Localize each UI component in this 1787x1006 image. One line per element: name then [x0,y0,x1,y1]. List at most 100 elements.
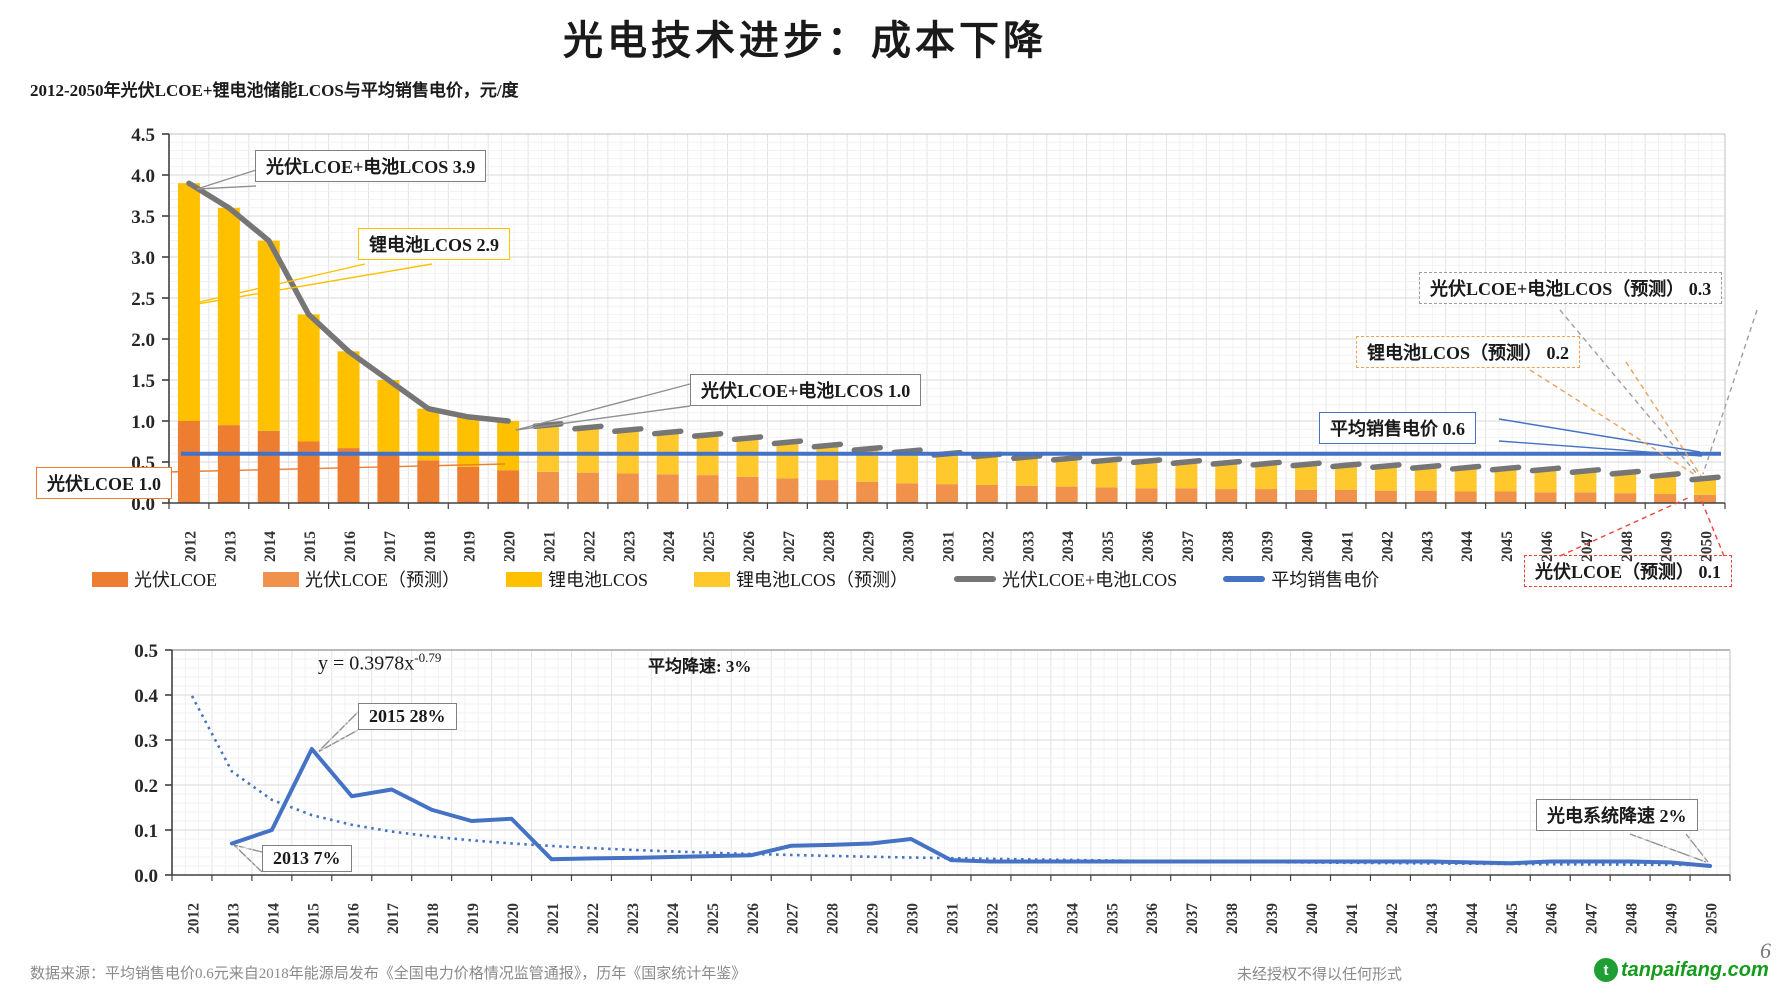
svg-text:2016: 2016 [342,531,359,562]
callout-avg-price-label: 平均销售电价 0.6 [1330,419,1465,439]
fit-equation-exponent: -0.79 [414,650,442,665]
svg-text:2038: 2038 [1224,903,1241,934]
svg-text:2027: 2027 [785,903,802,934]
legend-bar-swatch [694,571,731,587]
svg-text:2026: 2026 [745,903,762,934]
svg-text:2018: 2018 [422,531,439,562]
svg-text:2036: 2036 [1140,531,1157,562]
svg-text:2021: 2021 [545,903,562,934]
fit-equation-label: y = 0.3978x-0.79 [318,650,441,676]
legend-bar-swatch [92,571,128,587]
callout-start-2013: 2013 7% [262,845,352,872]
svg-text:2012: 2012 [185,903,202,934]
svg-text:2035: 2035 [1104,903,1121,934]
svg-text:2045: 2045 [1499,531,1516,562]
svg-text:2034: 2034 [1064,903,1081,934]
svg-text:3.5: 3.5 [131,207,155,228]
svg-text:2019: 2019 [465,903,482,934]
svg-text:2023: 2023 [625,903,642,934]
callout-peak-2015-label: 2015 28% [369,706,446,726]
svg-text:4.0: 4.0 [131,166,155,187]
svg-text:2050: 2050 [1704,903,1721,934]
svg-text:2.5: 2.5 [131,289,155,310]
svg-text:2046: 2046 [1539,531,1556,562]
legend-line-swatch [954,576,997,582]
svg-text:2033: 2033 [1024,903,1041,934]
svg-text:2026: 2026 [741,531,758,562]
svg-text:2041: 2041 [1344,903,1361,934]
svg-text:2039: 2039 [1264,903,1281,934]
svg-text:2047: 2047 [1579,531,1596,562]
svg-text:2013: 2013 [222,531,239,562]
legend-label: 锂电池LCOS [548,570,649,590]
svg-text:2032: 2032 [980,531,997,562]
svg-text:4.5: 4.5 [131,125,155,146]
callout-total-forecast: 光伏LCOE+电池LCOS（预测） 0.3 [1419,272,1723,304]
svg-text:2025: 2025 [701,531,718,562]
legend-line-swatch [1223,576,1266,582]
svg-text:2015: 2015 [305,903,322,934]
svg-text:2045: 2045 [1504,903,1521,934]
svg-text:0.0: 0.0 [131,494,155,515]
legend-bar-swatch [263,571,299,587]
legend-label: 光伏LCOE（预测） [305,570,460,590]
svg-text:2025: 2025 [705,903,722,934]
svg-text:2022: 2022 [581,531,598,562]
svg-text:2021: 2021 [542,531,559,562]
callout-pv-forecast-label: 光伏LCOE（预测） 0.1 [1535,562,1722,582]
svg-text:2042: 2042 [1379,531,1396,562]
svg-text:2014: 2014 [262,531,279,562]
svg-text:2044: 2044 [1459,531,1476,562]
callout-battery-2012-label: 锂电池LCOS 2.9 [369,235,500,255]
svg-text:2031: 2031 [941,531,958,562]
svg-text:1.5: 1.5 [131,371,155,392]
svg-text:2033: 2033 [1020,531,1037,562]
svg-text:2035: 2035 [1100,531,1117,562]
svg-text:2039: 2039 [1260,531,1277,562]
legend-label: 光伏LCOE+电池LCOS [1002,570,1178,590]
svg-text:2031: 2031 [945,903,962,934]
svg-text:0.3: 0.3 [134,731,158,752]
svg-text:2043: 2043 [1419,531,1436,562]
callout-avg-price: 平均销售电价 0.6 [1319,412,1476,444]
svg-text:2015: 2015 [302,531,319,562]
svg-text:2037: 2037 [1184,903,1201,934]
top-chart-legend: 光伏LCOE 光伏LCOE（预测） 锂电池LCOS 锂电池LCOS（预测） 光伏LCOE… [92,566,1379,592]
copyright-note: 未经授权不得以任何形式 [1237,967,1403,983]
leaf-icon: t [1594,958,1618,982]
svg-text:2034: 2034 [1060,531,1077,562]
callout-end-2050-label: 光电系统降速 2% [1547,806,1687,826]
brand-logo: t tanpaifang.com [1594,958,1769,982]
legend-item-3: 锂电池LCOS（预测） [694,566,908,592]
svg-text:0.5: 0.5 [134,641,158,662]
svg-text:2020: 2020 [505,903,522,934]
svg-text:2038: 2038 [1220,531,1237,562]
callout-total-2012-label: 光伏LCOE+电池LCOS 3.9 [266,157,476,177]
callout-battery-forecast-label: 锂电池LCOS（预测） 0.2 [1367,343,1570,363]
bottom-chart-grid [171,649,1731,875]
svg-text:2047: 2047 [1584,903,1601,934]
legend-bar-swatch [506,571,542,587]
svg-text:2030: 2030 [901,531,918,562]
svg-text:1.0: 1.0 [131,412,155,433]
callout-total-2020-label: 光伏LCOE+电池LCOS 1.0 [701,381,911,401]
svg-text:3.0: 3.0 [131,248,155,269]
svg-text:2036: 2036 [1144,903,1161,934]
fit-equation-base: y = 0.3978x [318,652,415,675]
svg-text:2018: 2018 [425,903,442,934]
svg-text:2019: 2019 [462,531,479,562]
data-source-note: 数据来源：平均销售电价0.6元来自2018年能源局发布《全国电力价格情况监管通报… [30,966,747,982]
svg-text:2.0: 2.0 [131,330,155,351]
top-chart-axes: 0.00.51.01.52.02.53.03.54.04.5 [131,125,1726,515]
svg-text:2014: 2014 [265,903,282,934]
callout-start-2013-label: 2013 7% [273,848,341,868]
svg-text:2029: 2029 [861,531,878,562]
avg-decline-label: 平均降速: 3% [648,657,752,676]
top-chart-x-labels: 2012 2013 2014 2015 2016 2017 2018 2019 2020 2021… [182,531,1715,562]
callout-leader-lines [167,169,1758,873]
svg-text:2028: 2028 [825,903,842,934]
svg-text:2032: 2032 [984,903,1001,934]
svg-text:2012: 2012 [182,531,199,562]
svg-text:2017: 2017 [385,903,402,934]
